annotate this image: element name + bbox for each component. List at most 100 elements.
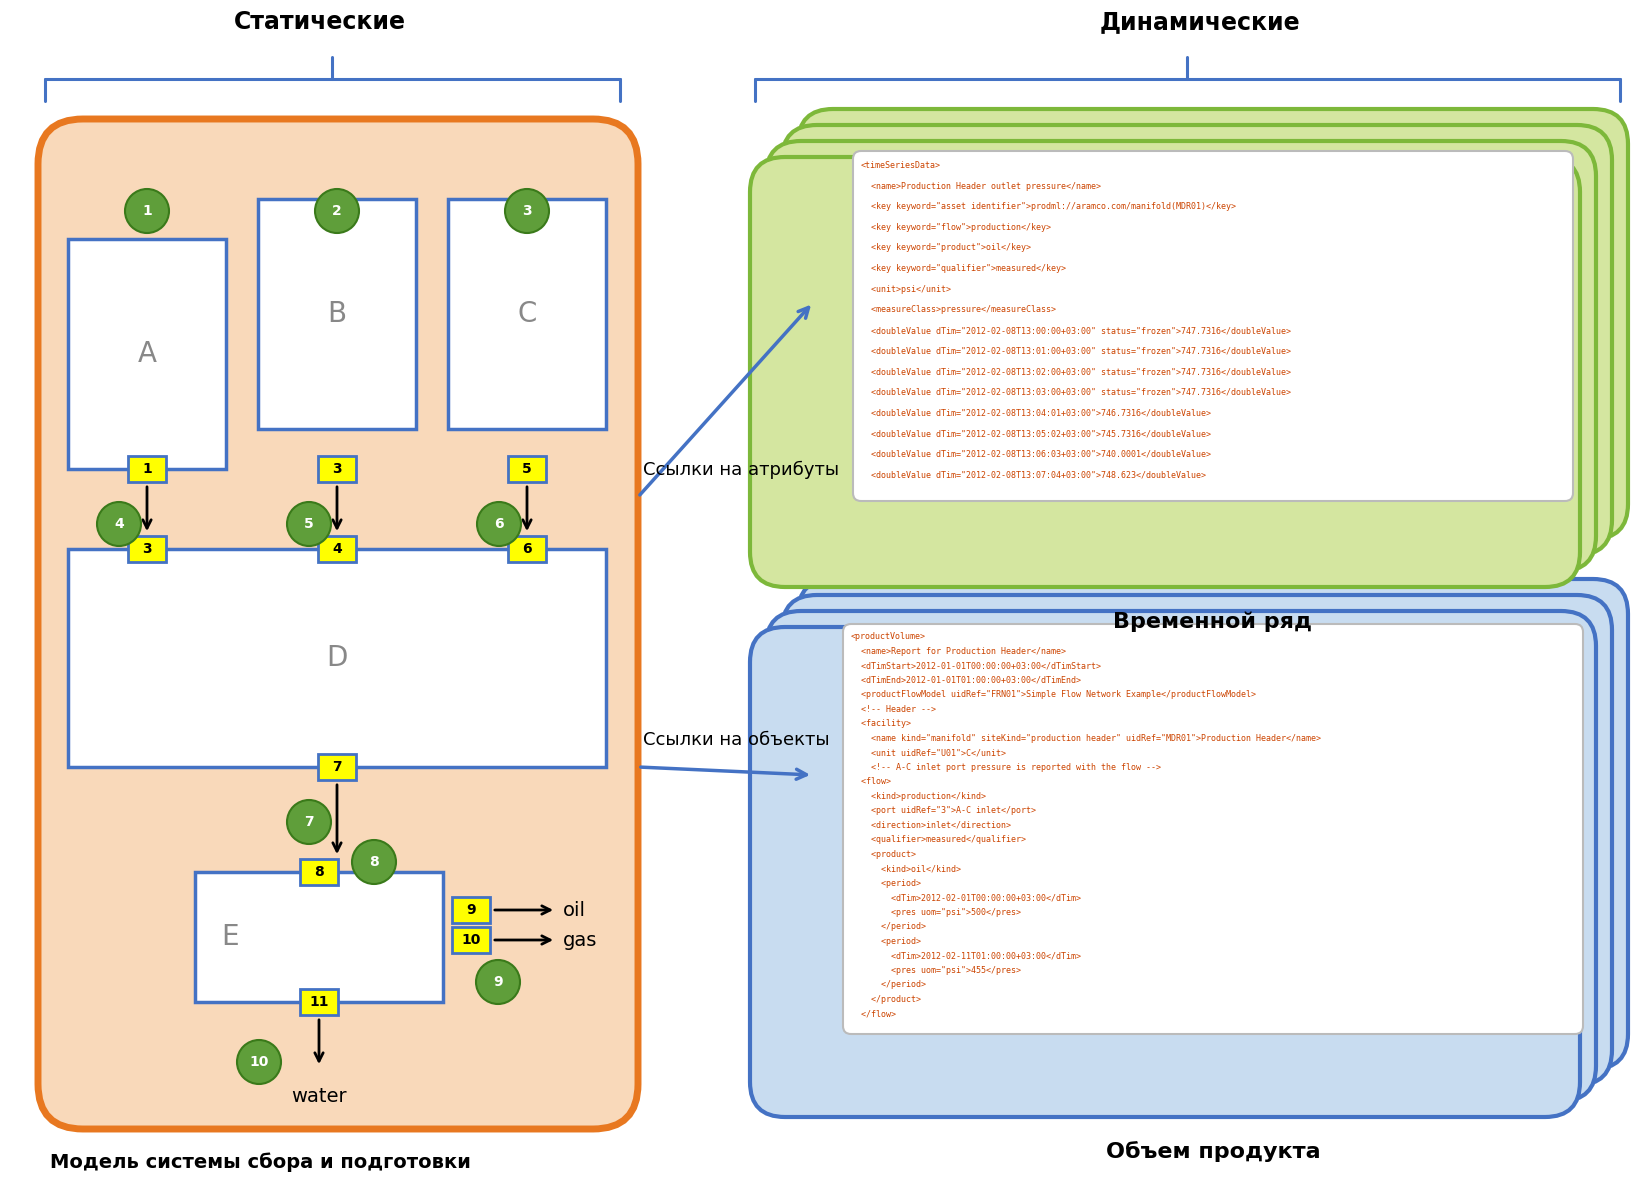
Circle shape (353, 840, 395, 885)
Text: <measureClass>pressure</measureClass>: <measureClass>pressure</measureClass> (862, 305, 1057, 315)
Text: <doubleValue dTim="2012-02-08T13:02:00+03:00" status="frozen">747.7316</doubleVa: <doubleValue dTim="2012-02-08T13:02:00+0… (862, 367, 1291, 376)
FancyBboxPatch shape (766, 610, 1597, 1101)
Text: 3: 3 (331, 462, 341, 476)
Text: 2: 2 (331, 203, 341, 218)
Text: 7: 7 (331, 760, 341, 774)
Text: Ссылки на объекты: Ссылки на объекты (643, 731, 830, 749)
Text: <name kind="manifold" siteKind="production header" uidRef="MDR01">Production Hea: <name kind="manifold" siteKind="producti… (852, 734, 1321, 742)
Text: <dTim>2012-02-11T01:00:00+03:00</dTim>: <dTim>2012-02-11T01:00:00+03:00</dTim> (852, 952, 1081, 960)
Text: 6: 6 (494, 517, 504, 531)
FancyBboxPatch shape (798, 579, 1628, 1069)
Text: 8: 8 (369, 855, 379, 869)
Text: 8: 8 (313, 865, 323, 879)
Text: <name>Production Header outlet pressure</name>: <name>Production Header outlet pressure<… (862, 182, 1101, 190)
Text: Объем продукта: Объем продукта (1106, 1142, 1321, 1162)
Text: Динамические: Динамические (1099, 10, 1300, 34)
FancyBboxPatch shape (853, 151, 1574, 502)
FancyBboxPatch shape (258, 199, 417, 429)
FancyBboxPatch shape (318, 754, 356, 780)
FancyBboxPatch shape (783, 124, 1611, 555)
Text: 9: 9 (466, 903, 476, 917)
Circle shape (287, 502, 331, 546)
FancyBboxPatch shape (750, 627, 1580, 1117)
Text: water: water (290, 1088, 346, 1106)
FancyBboxPatch shape (451, 926, 491, 953)
FancyBboxPatch shape (67, 549, 606, 767)
FancyBboxPatch shape (766, 141, 1597, 571)
FancyBboxPatch shape (798, 109, 1628, 539)
Text: <doubleValue dTim="2012-02-08T13:05:02+03:00">745.7316</doubleValue>: <doubleValue dTim="2012-02-08T13:05:02+0… (862, 430, 1211, 438)
Text: <!-- Header -->: <!-- Header --> (852, 705, 935, 713)
Text: <key keyword="product">oil</key>: <key keyword="product">oil</key> (862, 243, 1031, 253)
Text: <period>: <period> (852, 937, 921, 946)
Circle shape (97, 502, 141, 546)
Text: D: D (327, 644, 348, 672)
Circle shape (478, 502, 520, 546)
Text: <unit uidRef="U01">C</unit>: <unit uidRef="U01">C</unit> (852, 748, 1006, 758)
Text: <key keyword="qualifier">measured</key>: <key keyword="qualifier">measured</key> (862, 265, 1067, 273)
FancyBboxPatch shape (509, 536, 546, 563)
Text: 3: 3 (522, 203, 532, 218)
Text: </period>: </period> (852, 980, 926, 990)
Circle shape (315, 189, 359, 233)
FancyBboxPatch shape (843, 624, 1584, 1034)
Circle shape (476, 960, 520, 1004)
Circle shape (505, 189, 550, 233)
FancyBboxPatch shape (128, 536, 166, 563)
Text: <qualifier>measured</qualifier>: <qualifier>measured</qualifier> (852, 836, 1026, 844)
Text: <direction>inlet</direction>: <direction>inlet</direction> (852, 821, 1011, 830)
Text: <pres uom="psi">500</pres>: <pres uom="psi">500</pres> (852, 907, 1021, 917)
Text: <key keyword="asset identifier">prodml://aramco.com/manifold(MDR01)</key>: <key keyword="asset identifier">prodml:/… (862, 202, 1236, 211)
FancyBboxPatch shape (300, 989, 338, 1015)
FancyBboxPatch shape (38, 119, 638, 1129)
Text: <port uidRef="3">A-C inlet</port>: <port uidRef="3">A-C inlet</port> (852, 807, 1035, 815)
Text: 4: 4 (115, 517, 123, 531)
Text: <kind>production</kind>: <kind>production</kind> (852, 791, 986, 801)
Text: 11: 11 (309, 995, 328, 1009)
Circle shape (236, 1040, 281, 1084)
Text: <flow>: <flow> (852, 777, 891, 786)
Text: 9: 9 (494, 976, 502, 989)
Text: <dTim>2012-02-01T00:00:00+03:00</dTim>: <dTim>2012-02-01T00:00:00+03:00</dTim> (852, 893, 1081, 903)
Text: <productFlowModel uidRef="FRN01">Simple Flow Network Example</productFlowModel>: <productFlowModel uidRef="FRN01">Simple … (852, 691, 1255, 699)
FancyBboxPatch shape (448, 199, 606, 429)
Text: 4: 4 (331, 542, 341, 555)
Text: <productVolume>: <productVolume> (852, 632, 926, 642)
Text: <kind>oil</kind>: <kind>oil</kind> (852, 864, 962, 874)
Text: <doubleValue dTim="2012-02-08T13:04:01+03:00">746.7316</doubleValue>: <doubleValue dTim="2012-02-08T13:04:01+0… (862, 408, 1211, 418)
Text: <dTimEnd>2012-01-01T01:00:00+03:00</dTimEnd>: <dTimEnd>2012-01-01T01:00:00+03:00</dTim… (852, 675, 1081, 685)
Text: <timeSeriesData>: <timeSeriesData> (862, 162, 940, 170)
Text: oil: oil (563, 900, 586, 919)
Text: C: C (517, 300, 537, 328)
Text: 1: 1 (143, 462, 153, 476)
Text: 3: 3 (143, 542, 153, 555)
Text: <dTimStart>2012-01-01T00:00:00+03:00</dTimStart>: <dTimStart>2012-01-01T00:00:00+03:00</dT… (852, 661, 1101, 670)
Circle shape (125, 189, 169, 233)
Text: gas: gas (563, 930, 597, 949)
Text: E: E (222, 923, 240, 950)
Text: 5: 5 (304, 517, 313, 531)
Text: Модель системы сбора и подготовки: Модель системы сбора и подготовки (49, 1153, 471, 1172)
FancyBboxPatch shape (300, 859, 338, 885)
Text: <period>: <period> (852, 879, 921, 888)
Text: Ссылки на атрибуты: Ссылки на атрибуты (643, 461, 839, 479)
FancyBboxPatch shape (509, 456, 546, 482)
Text: </flow>: </flow> (852, 1009, 896, 1019)
Text: </period>: </period> (852, 923, 926, 931)
Text: <doubleValue dTim="2012-02-08T13:01:00+03:00" status="frozen">747.7316</doubleVa: <doubleValue dTim="2012-02-08T13:01:00+0… (862, 347, 1291, 356)
Text: B: B (328, 300, 346, 328)
Text: <doubleValue dTim="2012-02-08T13:07:04+03:00">748.623</doubleValue>: <doubleValue dTim="2012-02-08T13:07:04+0… (862, 470, 1206, 479)
Text: Временной ряд: Временной ряд (1114, 612, 1313, 632)
Text: <unit>psi</unit>: <unit>psi</unit> (862, 285, 952, 293)
Text: <doubleValue dTim="2012-02-08T13:00:00+03:00" status="frozen">747.7316</doubleVa: <doubleValue dTim="2012-02-08T13:00:00+0… (862, 326, 1291, 335)
Text: <doubleValue dTim="2012-02-08T13:03:00+03:00" status="frozen">747.7316</doubleVa: <doubleValue dTim="2012-02-08T13:03:00+0… (862, 388, 1291, 397)
FancyBboxPatch shape (67, 239, 226, 469)
FancyBboxPatch shape (195, 871, 443, 1002)
Text: 10: 10 (249, 1055, 269, 1069)
Text: <facility>: <facility> (852, 719, 911, 728)
FancyBboxPatch shape (783, 595, 1611, 1084)
Text: A: A (138, 340, 156, 367)
Text: <doubleValue dTim="2012-02-08T13:06:03+03:00">740.0001</doubleValue>: <doubleValue dTim="2012-02-08T13:06:03+0… (862, 450, 1211, 458)
Text: 7: 7 (304, 815, 313, 830)
FancyBboxPatch shape (318, 456, 356, 482)
